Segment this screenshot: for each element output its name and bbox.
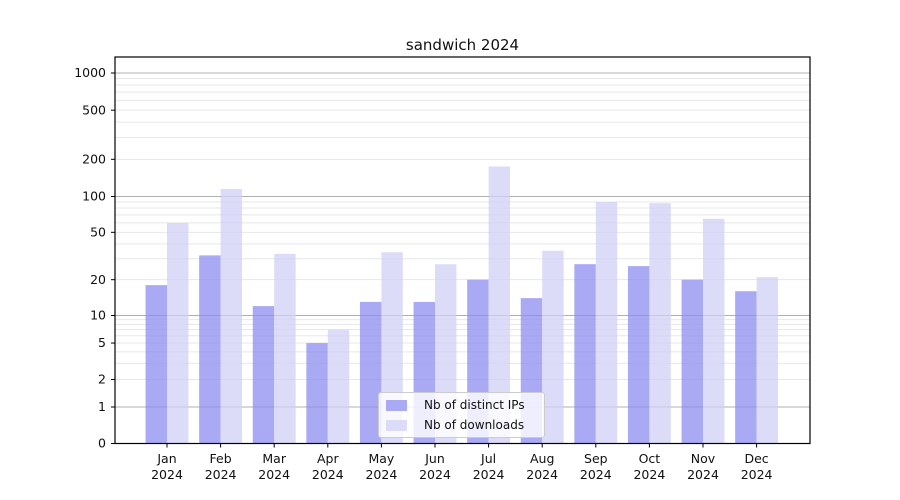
x-tick-label-month: Jul xyxy=(480,451,496,466)
x-tick-label-year: 2024 xyxy=(365,467,397,482)
bar-downloads xyxy=(488,166,511,444)
bar-distinct-ips xyxy=(199,255,221,444)
legend-swatch-distinct-ips xyxy=(386,399,407,411)
bar-distinct-ips xyxy=(145,285,167,444)
x-tick-label-year: 2024 xyxy=(741,467,773,482)
y-tick-label: 100 xyxy=(82,189,106,204)
x-tick-label-year: 2024 xyxy=(151,467,183,482)
x-tick-label-month: Jun xyxy=(424,451,445,466)
bar-distinct-ips xyxy=(306,343,328,444)
legend-item-distinct-ips: Nb of distinct IPs xyxy=(386,397,544,414)
x-tick-label-year: 2024 xyxy=(687,467,719,482)
bar-downloads xyxy=(327,329,350,444)
x-tick-label-month: Mar xyxy=(262,451,286,466)
chart-title: sandwich 2024 xyxy=(405,36,520,54)
x-tick-label-month: Jan xyxy=(156,451,176,466)
y-tick-label: 10 xyxy=(90,308,106,323)
legend-item-downloads: Nb of downloads xyxy=(386,417,544,434)
x-tick-label-month: May xyxy=(368,451,394,466)
x-tick-label-year: 2024 xyxy=(526,467,558,482)
x-tick-label-year: 2024 xyxy=(580,467,612,482)
legend: Nb of distinct IPs Nb of downloads xyxy=(378,392,545,438)
plot-border xyxy=(114,56,811,445)
legend-swatch-downloads xyxy=(386,419,407,431)
x-tick-label-month: Feb xyxy=(210,451,232,466)
bar-downloads xyxy=(274,253,296,444)
x-tick-label-month: Sep xyxy=(584,451,608,466)
x-tick-label-year: 2024 xyxy=(419,467,451,482)
y-tick-label: 50 xyxy=(90,225,106,240)
y-tick-label: 500 xyxy=(82,102,106,117)
bar-distinct-ips xyxy=(735,291,757,444)
legend-label-downloads: Nb of downloads xyxy=(424,418,525,432)
bar-distinct-ips xyxy=(359,301,382,444)
x-tick-label-year: 2024 xyxy=(205,467,237,482)
x-tick-label-month: Oct xyxy=(639,451,661,466)
x-tick-label-year: 2024 xyxy=(633,467,665,482)
y-tick-label: 200 xyxy=(82,152,106,167)
legend-label-distinct-ips: Nb of distinct IPs xyxy=(424,398,525,412)
bar-downloads xyxy=(756,277,779,444)
bar-distinct-ips xyxy=(627,266,650,444)
bar-downloads xyxy=(542,250,564,444)
x-tick-label-month: Apr xyxy=(317,451,339,466)
bar-distinct-ips xyxy=(681,279,703,444)
y-tick-label: 0 xyxy=(98,436,106,451)
y-tick-label: 20 xyxy=(90,272,106,287)
bar-distinct-ips xyxy=(252,306,275,444)
y-tick-label: 1 xyxy=(98,399,106,414)
x-tick-label-year: 2024 xyxy=(312,467,344,482)
bar-distinct-ips xyxy=(574,264,596,444)
x-tick-label-year: 2024 xyxy=(473,467,505,482)
bar-downloads xyxy=(167,222,189,444)
x-tick-label-year: 2024 xyxy=(258,467,290,482)
y-tick-label: 5 xyxy=(98,335,106,350)
x-tick-label-month: Aug xyxy=(530,451,554,466)
bar-downloads xyxy=(649,203,671,444)
bar-downloads xyxy=(220,189,243,444)
y-tick-label: 2 xyxy=(98,372,106,387)
y-tick-label: 1000 xyxy=(74,65,106,80)
x-tick-label-month: Nov xyxy=(691,451,716,466)
bar-downloads xyxy=(595,201,618,444)
x-tick-label-month: Dec xyxy=(744,451,768,466)
bar-downloads xyxy=(703,218,725,444)
